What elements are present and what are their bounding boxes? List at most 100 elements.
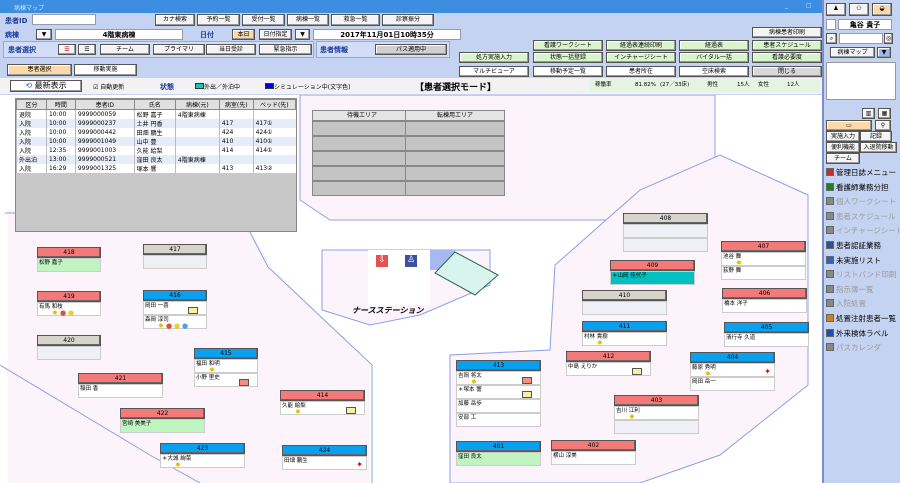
column-header[interactable]: 区分	[16, 99, 47, 110]
sidebar-menu-item-2[interactable]: 個人ワークシート	[826, 196, 896, 207]
bulb-icon[interactable]: ✹	[175, 461, 181, 469]
room-412[interactable]: 412 中島 えりか	[566, 351, 651, 376]
bed[interactable]: 森岡 淳司 ✹ ● ● ●	[143, 315, 207, 330]
bed[interactable]: 池谷 舞 ✹	[721, 252, 806, 267]
action-row3-4[interactable]: 閉じる	[752, 66, 822, 77]
map-dropdown-button[interactable]: ▼	[877, 47, 891, 58]
table-row[interactable]: 入院 10:00 9999001049 山中 豊 410 410①	[16, 137, 296, 146]
room-410[interactable]: 410	[582, 290, 667, 315]
tab-utilities[interactable]: 便利機能	[826, 142, 860, 153]
room-401[interactable]: 401 窪田 良太	[456, 441, 541, 466]
room-403[interactable]: 403 吉川 江利 ✹	[614, 395, 699, 434]
column-header[interactable]: 氏名	[133, 99, 176, 110]
bed[interactable]	[143, 255, 207, 269]
search-icon[interactable]: ⌕	[826, 33, 837, 44]
ward-field[interactable]: 4階東病棟	[55, 29, 183, 40]
salmon-box-icon[interactable]	[239, 379, 249, 386]
column-header[interactable]: ベッド(先)	[252, 99, 297, 110]
bulb-icon[interactable]: ✹	[471, 378, 477, 386]
bed[interactable]	[614, 420, 699, 434]
bed[interactable]: 福田 和明 ✹	[194, 359, 258, 374]
room-421[interactable]: 421 稲田 香	[78, 373, 163, 398]
alert-blue-icon[interactable]: ●	[182, 322, 189, 330]
list-icon[interactable]: ☰	[78, 44, 96, 55]
tab-team[interactable]: チーム	[826, 153, 860, 164]
room-409[interactable]: 409 ＊山岡 佳代子	[610, 260, 695, 285]
bed[interactable]	[623, 224, 708, 238]
action-row2-1[interactable]: 状態一括登録	[533, 52, 603, 63]
bed[interactable]: 荻野 舞	[721, 266, 806, 280]
patient-id-input[interactable]	[32, 14, 96, 25]
room-406[interactable]: 406 橋本 洋子	[722, 288, 807, 313]
room-420[interactable]: 420	[37, 335, 101, 360]
toolbar-button-1[interactable]: 予約一覧	[197, 14, 240, 26]
action-row2-3[interactable]: バイタル一括	[679, 52, 749, 63]
room-424[interactable]: 424 田畑 鵬生 ✦	[282, 445, 367, 470]
sidebar-search-input[interactable]	[839, 33, 883, 44]
bed[interactable]: ＊大城 絢菜 ✹	[160, 454, 245, 469]
sidebar-menu-item-5[interactable]: 患者認証業務	[826, 240, 881, 251]
bulb-icon[interactable]: ✹	[52, 309, 58, 317]
path-applied-button[interactable]: パス適用中	[375, 44, 447, 55]
table-row[interactable]: 外出泊 13:00 9999000521 窪田 良太 4階東病棟	[16, 155, 296, 164]
bed[interactable]: 藤原 秀明 ✹ ✦	[690, 363, 775, 378]
person-icon[interactable]: ♟	[826, 3, 846, 16]
toolbar-button-2[interactable]: 受付一覧	[242, 14, 285, 26]
date-dropdown-button[interactable]: ▼	[295, 29, 310, 40]
list-red-icon[interactable]: ☰	[58, 44, 76, 55]
room-416[interactable]: 416 岡田 一喜 森岡 淳司 ✹ ● ● ●	[143, 290, 207, 330]
ward-patient-print-button[interactable]: 病棟患者印刷	[752, 27, 822, 38]
sidebar-menu-item-0[interactable]: 管理日誌メニュー	[826, 167, 896, 178]
grid-icon[interactable]: ▦	[878, 108, 891, 119]
tab-execution-input[interactable]: 実施入力	[826, 131, 860, 142]
alert-red-icon[interactable]: ●	[166, 322, 173, 330]
table-row[interactable]: 入院 10:00 9999000442 田畑 鵬生 424 424①	[16, 128, 296, 137]
bed[interactable]: 久能 絵梨 ✹	[280, 401, 365, 416]
bed[interactable]: 宮崎 美美子	[120, 419, 205, 433]
toolbar-button-3[interactable]: 病棟一覧	[287, 14, 329, 26]
action-row2-0[interactable]: 処方実施入力	[459, 52, 529, 63]
folder-tab[interactable]: ▭	[826, 120, 872, 131]
bed[interactable]: 岡田 岳一	[690, 377, 775, 391]
yellow-box-icon[interactable]	[632, 368, 642, 375]
action-row2-4[interactable]: 看護必要度	[752, 52, 822, 63]
tab-patient-select[interactable]: 患者選択	[7, 64, 72, 76]
bed[interactable]: 松野 嘉子	[37, 258, 101, 272]
room-411[interactable]: 411 村林 貴樹 ✹	[582, 321, 667, 347]
room-414[interactable]: 414 久能 絵梨 ✹	[280, 390, 365, 416]
bed[interactable]: 有馬 和枝 ✹ ● ●	[37, 302, 101, 317]
sidebar-menu-item-9[interactable]: 入院処置	[826, 298, 866, 309]
salmon-box-icon[interactable]	[522, 377, 532, 384]
bed[interactable]: 吉岡 将太 ✹	[456, 371, 541, 386]
bed[interactable]: ＊塚本 響	[456, 385, 541, 399]
room-417[interactable]: 417	[143, 244, 207, 269]
waiting-area[interactable]: 待機エリア	[312, 110, 412, 196]
ward-dropdown-button[interactable]: ▼	[36, 29, 52, 40]
action-row3-0[interactable]: マルチビューア	[459, 66, 529, 77]
patient-select-button-3[interactable]: 緊急指示	[259, 44, 312, 55]
minimize-button[interactable]: _	[785, 2, 788, 9]
column-header[interactable]: 時間	[45, 99, 76, 110]
sidebar-menu-item-1[interactable]: 看護師業務分担	[826, 182, 889, 193]
bed[interactable]: 清行寺 久道	[724, 333, 809, 347]
maximize-button[interactable]: □	[806, 2, 812, 9]
column-header[interactable]: 患者ID	[74, 99, 135, 110]
chart-icon[interactable]: ▥	[862, 108, 875, 119]
action-row1-0[interactable]: 看護ワークシート	[533, 40, 603, 51]
room-415[interactable]: 415 福田 和明 ✹ 小野 里史	[194, 348, 258, 387]
sidebar-menu-item-8[interactable]: 指示簿一覧	[826, 284, 874, 295]
map-select-button[interactable]: 病棟マップ	[830, 47, 875, 58]
bulb-icon[interactable]: ✹	[295, 408, 301, 416]
patient-select-button-2[interactable]: 当日受診	[206, 44, 256, 55]
table-row[interactable]: 入院 12:35 9999001003 久能 絵梨 414 414①	[16, 146, 296, 155]
bed[interactable]	[623, 238, 708, 252]
room-422[interactable]: 422 宮崎 美美子	[120, 408, 205, 433]
bulb-icon[interactable]: ✹	[158, 322, 164, 330]
tab-admission[interactable]: 入退院移動	[860, 142, 897, 153]
alert-red-icon[interactable]: ●	[60, 309, 67, 317]
room-423[interactable]: 423 ＊大城 絢菜 ✹	[160, 443, 245, 469]
alert-yellow-icon[interactable]: ●	[174, 322, 181, 330]
column-header[interactable]: 病棟(元)	[174, 99, 220, 110]
action-row3-1[interactable]: 移動予定一覧	[533, 66, 603, 77]
table-row[interactable]: 入院 10:00 9999000237 土井 円香 417 417①	[16, 119, 296, 128]
